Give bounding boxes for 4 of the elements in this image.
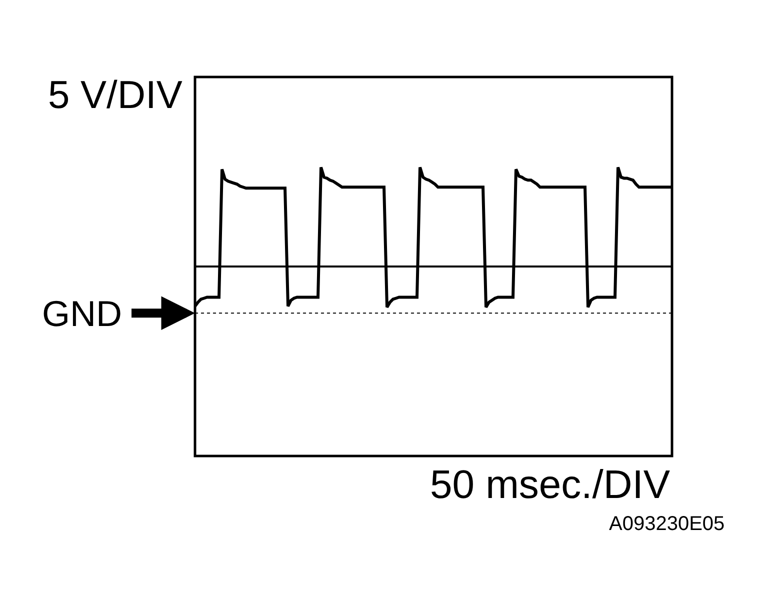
ref-line-label: GND (42, 293, 122, 334)
text: A093230E05 (609, 513, 725, 535)
y-axis-title: 5 V/DIV (48, 74, 182, 117)
x-axis-title: 50 msec./DIV (430, 463, 670, 507)
